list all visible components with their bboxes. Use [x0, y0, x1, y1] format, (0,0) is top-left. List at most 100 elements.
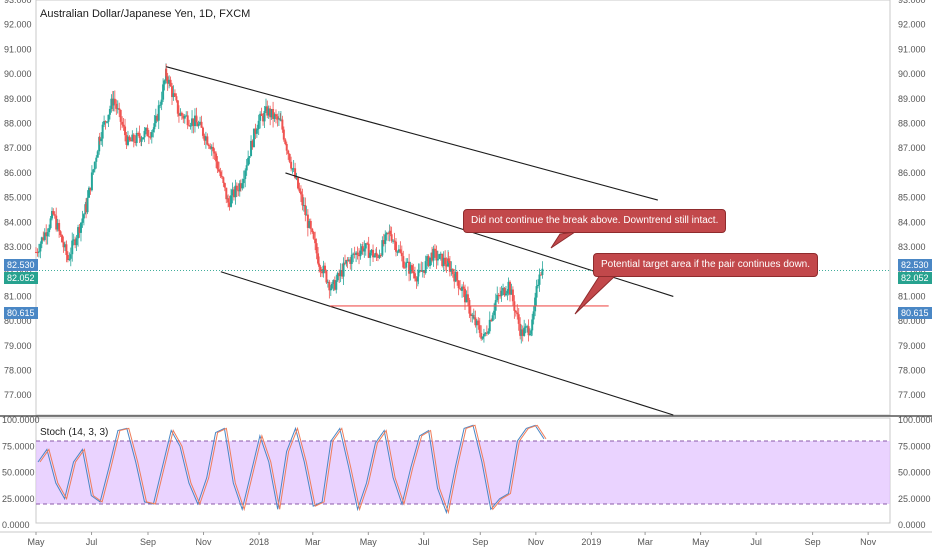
candle-body [358, 254, 361, 257]
candle-body [350, 254, 353, 264]
candle-body [375, 252, 378, 257]
candle-body [353, 253, 356, 255]
candle-body [474, 317, 477, 326]
candle-body [237, 190, 240, 192]
candle-body [461, 286, 464, 291]
y-tick-label: 93.000 [898, 0, 926, 5]
candle-body [503, 287, 506, 296]
candle-body [433, 248, 436, 251]
candle-body [394, 241, 397, 252]
candle-body [318, 263, 321, 267]
candle-body [63, 244, 66, 248]
candle-body [119, 109, 122, 122]
candle-body [107, 114, 110, 122]
candle-body [182, 115, 185, 119]
candle-body [379, 254, 382, 256]
candle-body [234, 185, 237, 198]
candle-body [169, 79, 172, 87]
candle-body [210, 146, 213, 149]
annotation-note[interactable]: Did not continue the break above. Downtr… [463, 209, 727, 233]
candle-body [538, 274, 541, 285]
candle-body [250, 140, 253, 157]
candle-body [465, 294, 468, 303]
y-tick-label: 82.000 [898, 267, 926, 277]
x-tick-label: Sep [805, 537, 821, 547]
candle-body [257, 120, 260, 130]
candle-body [113, 98, 116, 104]
y-tick-label: 80.000 [898, 316, 926, 326]
y-tick-label: 85.000 [898, 193, 926, 203]
candle-body [35, 251, 37, 253]
candle-body [496, 294, 499, 301]
candle-body [361, 246, 364, 252]
candle-body [124, 126, 127, 136]
candle-body [457, 280, 460, 289]
x-tick-label: Jul [86, 537, 98, 547]
candle-body [514, 310, 517, 313]
candle-body [121, 121, 124, 125]
candle-body [423, 270, 426, 273]
annotation-note[interactable]: Potential target area if the pair contin… [593, 253, 819, 277]
candle-body [53, 214, 56, 216]
candle-body [417, 270, 420, 277]
candle-body [213, 151, 216, 154]
candle-body [370, 249, 373, 253]
candle-body [444, 257, 447, 265]
candle-body [499, 295, 502, 297]
candle-body [45, 232, 48, 237]
candle-body [66, 254, 69, 261]
y-tick-label: 90.000 [898, 69, 926, 79]
candle-body [421, 270, 424, 272]
candle-body [152, 129, 155, 133]
candle-body [259, 113, 262, 121]
candle-body [469, 313, 472, 316]
candle-body [308, 220, 311, 228]
stoch-y-tick: 50.0000 [898, 468, 931, 478]
stoch-d-line [39, 424, 547, 515]
candle-body [135, 132, 138, 143]
candle-body [281, 119, 284, 130]
candle-body [475, 320, 478, 326]
candle-body [86, 197, 89, 213]
y-tick-label: 84.000 [4, 217, 32, 227]
candle-body [385, 232, 388, 235]
candle-body [162, 84, 165, 100]
candle-body [309, 220, 312, 229]
candle-body [442, 257, 445, 266]
candle-body [146, 127, 149, 137]
candle-body [532, 311, 535, 320]
candle-body [48, 228, 51, 233]
candle-body [403, 267, 406, 269]
x-tick-label: 2018 [249, 537, 269, 547]
candle-body [323, 265, 326, 271]
candle-body [173, 93, 176, 97]
candle-body [159, 104, 162, 106]
price-badge-support-right: 80.615 [898, 307, 932, 319]
candle-body [277, 118, 280, 120]
candle-body [189, 125, 192, 127]
stoch-y-tick: 0.0000 [2, 520, 30, 530]
candle-body [228, 202, 231, 207]
candle-body [539, 274, 542, 276]
candle-body [129, 140, 132, 142]
candle-body [156, 115, 159, 121]
candle-body [393, 240, 396, 242]
candle-body [504, 293, 507, 296]
candle-body [132, 134, 135, 142]
candle-body [87, 187, 90, 198]
candle-body [204, 136, 207, 141]
candle-body [179, 112, 182, 116]
candle-body [435, 250, 438, 261]
candle-body [519, 323, 522, 336]
candle-body [537, 284, 540, 287]
candle-body [523, 327, 526, 336]
candle-body [471, 314, 474, 316]
x-tick-label: May [27, 537, 45, 547]
candle-body [321, 271, 324, 274]
candle-body [172, 93, 175, 98]
candle-body [95, 157, 98, 162]
candle-body [39, 243, 42, 252]
candle-body [37, 251, 40, 253]
candle-body [36, 252, 39, 254]
candle-body [426, 256, 429, 262]
